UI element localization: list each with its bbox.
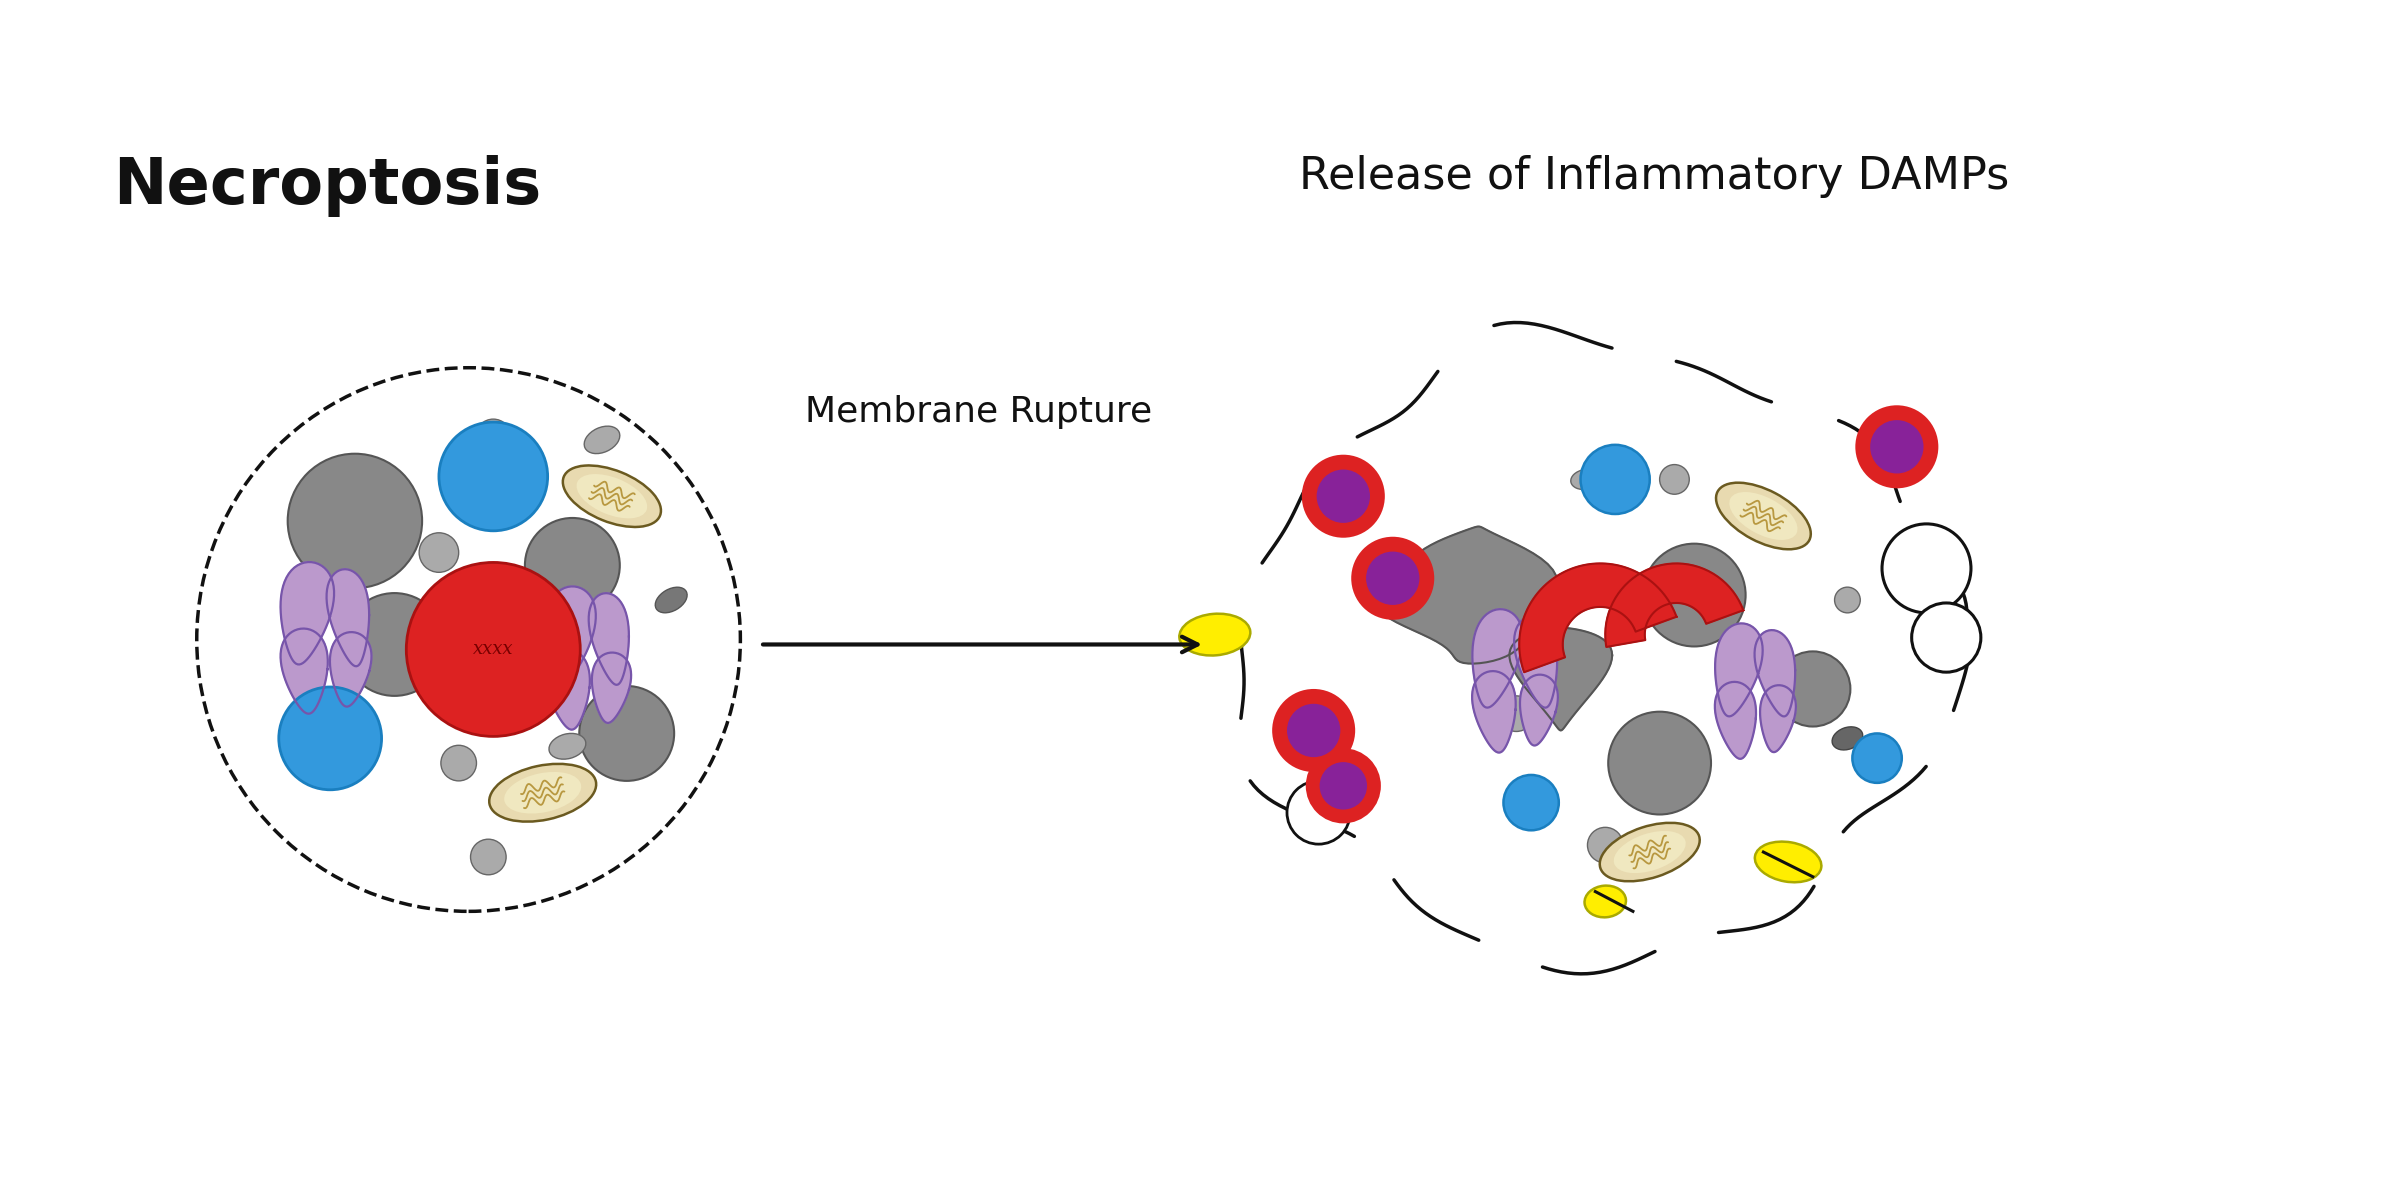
Circle shape	[511, 682, 545, 716]
Ellipse shape	[1716, 482, 1810, 550]
Ellipse shape	[490, 764, 595, 822]
Polygon shape	[1519, 564, 1678, 672]
Ellipse shape	[1831, 727, 1862, 750]
Circle shape	[1306, 749, 1380, 823]
Text: Membrane Rupture: Membrane Rupture	[804, 395, 1152, 430]
Circle shape	[1502, 775, 1558, 830]
Circle shape	[343, 593, 446, 696]
Circle shape	[1913, 602, 1980, 672]
Polygon shape	[588, 593, 629, 685]
Circle shape	[1586, 827, 1622, 863]
Circle shape	[1776, 652, 1850, 726]
Polygon shape	[329, 632, 372, 707]
Polygon shape	[1716, 682, 1757, 758]
Polygon shape	[1716, 623, 1762, 716]
Circle shape	[197, 367, 739, 911]
Circle shape	[1498, 696, 1534, 732]
Circle shape	[1582, 445, 1649, 514]
Circle shape	[1608, 712, 1711, 815]
Ellipse shape	[1730, 492, 1798, 540]
Text: Release of Inflammatory DAMPs: Release of Inflammatory DAMPs	[1298, 155, 2009, 198]
Circle shape	[578, 686, 674, 781]
Text: Necroptosis: Necroptosis	[113, 155, 540, 217]
Polygon shape	[1510, 628, 1613, 731]
Polygon shape	[1759, 685, 1795, 752]
Circle shape	[475, 419, 511, 455]
Circle shape	[1853, 733, 1901, 782]
Polygon shape	[1471, 610, 1522, 708]
Ellipse shape	[504, 772, 581, 814]
Circle shape	[278, 686, 382, 790]
Ellipse shape	[576, 474, 648, 518]
Ellipse shape	[655, 587, 686, 613]
Polygon shape	[1514, 617, 1558, 708]
Circle shape	[1286, 781, 1351, 844]
Circle shape	[1318, 469, 1370, 523]
Polygon shape	[545, 649, 590, 730]
Ellipse shape	[583, 426, 619, 454]
Polygon shape	[1471, 671, 1517, 752]
Circle shape	[420, 533, 458, 572]
Circle shape	[442, 745, 478, 781]
Ellipse shape	[550, 733, 586, 760]
Ellipse shape	[1246, 343, 1946, 956]
Ellipse shape	[1754, 841, 1822, 882]
Circle shape	[1351, 536, 1435, 619]
Circle shape	[1882, 524, 1970, 613]
Ellipse shape	[1570, 469, 1601, 490]
Polygon shape	[326, 569, 370, 666]
Circle shape	[1272, 689, 1356, 772]
Ellipse shape	[1178, 613, 1250, 655]
Circle shape	[406, 563, 581, 737]
Circle shape	[1870, 420, 1922, 474]
Polygon shape	[1519, 674, 1558, 745]
Circle shape	[1301, 455, 1385, 538]
Ellipse shape	[564, 466, 660, 527]
Polygon shape	[281, 562, 334, 665]
Polygon shape	[281, 629, 329, 714]
Circle shape	[1320, 762, 1368, 810]
Circle shape	[470, 839, 506, 875]
Circle shape	[1644, 544, 1745, 647]
Text: xxxx: xxxx	[473, 641, 514, 659]
Circle shape	[288, 454, 422, 588]
Ellipse shape	[1613, 832, 1685, 874]
Polygon shape	[545, 587, 595, 683]
Circle shape	[1834, 587, 1860, 613]
Circle shape	[1366, 552, 1418, 605]
Circle shape	[1286, 703, 1339, 757]
Ellipse shape	[1601, 823, 1699, 881]
Circle shape	[1855, 406, 1939, 488]
Circle shape	[526, 518, 619, 613]
Ellipse shape	[1584, 886, 1625, 917]
Circle shape	[1661, 464, 1690, 494]
Polygon shape	[1754, 630, 1795, 716]
Circle shape	[439, 422, 547, 530]
Polygon shape	[1375, 527, 1558, 664]
Polygon shape	[1606, 564, 1742, 647]
Polygon shape	[593, 653, 631, 722]
